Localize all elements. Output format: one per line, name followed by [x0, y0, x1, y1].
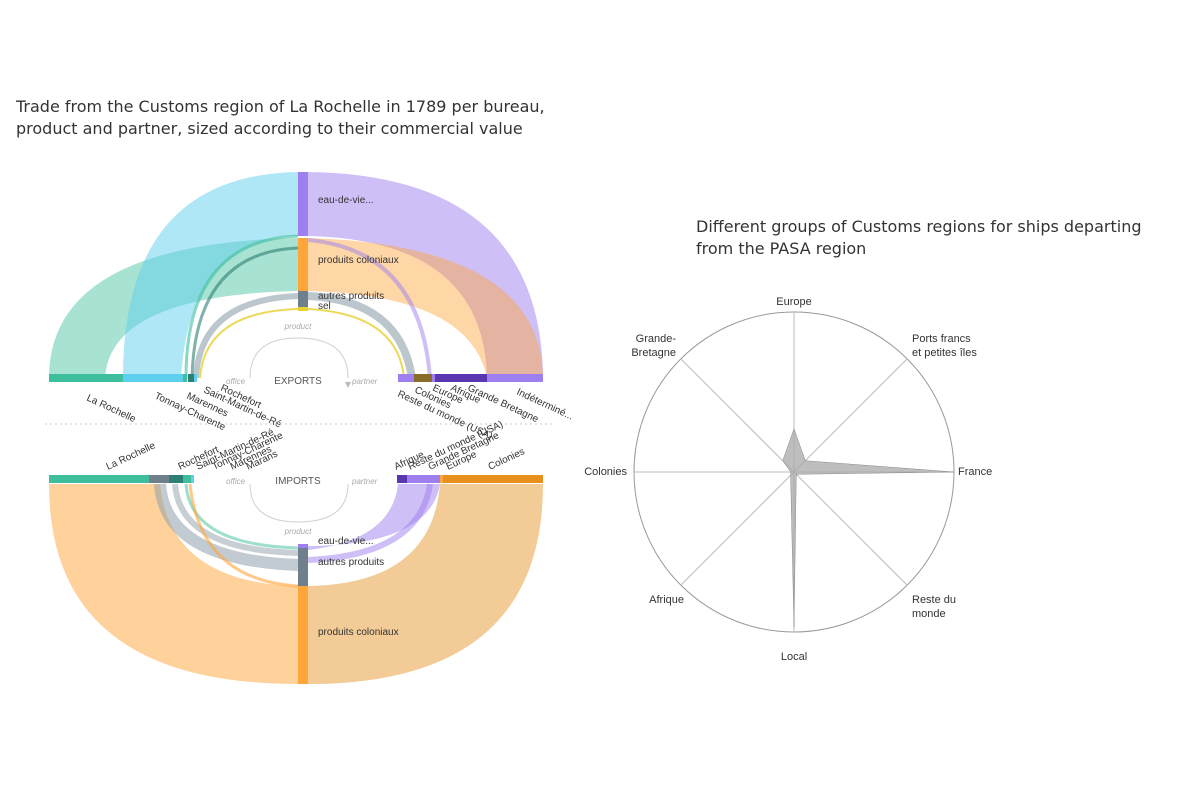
- exports-bar-rochefort: [194, 374, 197, 382]
- flow-chart: eau-de-vie... produits coloniaux autres …: [45, 172, 575, 684]
- exports-arrow-icon: [345, 382, 351, 388]
- exports-product-autres: [298, 291, 308, 307]
- imports-product-eau-de-vie: [298, 544, 308, 548]
- flow-strand-7: [307, 238, 432, 379]
- exports-product-sel: [298, 307, 308, 311]
- flow-coloniaux-partners: [308, 238, 543, 378]
- flow-strand-2: [190, 246, 299, 379]
- flow-chart-title: Trade from the Customs region of La Roch…: [16, 96, 576, 140]
- exports-label-autres: autres produits: [318, 291, 384, 302]
- flow-la-rochelle-coloniaux: [49, 238, 298, 378]
- radar-axis-france: France: [958, 466, 992, 478]
- exports-flows: [49, 172, 543, 382]
- imports-bar-tonnay: [183, 475, 191, 483]
- imports-bar-europe: [440, 475, 443, 483]
- flow-imports-strand-1: [154, 483, 299, 571]
- imports-label-coloniaux: produits coloniaux: [318, 627, 399, 638]
- imports-bar-reste-monde: [401, 475, 407, 483]
- exports-label-sel: sel: [318, 301, 331, 312]
- imports-bar-rochefort: [149, 475, 169, 483]
- radar-spoke-5: [680, 471, 795, 586]
- radar-spoke-1: [793, 358, 908, 473]
- flow-imports-strand-4: [188, 483, 299, 588]
- radar-axis-ports-francs: Ports francs et petites îles: [912, 333, 977, 359]
- exports-bar-saint-martin: [188, 374, 194, 382]
- radar-axis-local: Local: [781, 651, 807, 663]
- flow-imports-strand-2: [172, 483, 299, 556]
- exports-bar-la-rochelle: [49, 374, 123, 382]
- imports-bar-saint-martin: [169, 475, 183, 483]
- imports-label: IMPORTS: [275, 476, 321, 487]
- radar-data-shape: [782, 428, 955, 628]
- imports-flows: [49, 475, 543, 684]
- flow-title-line-2: product and partner, sized according to …: [16, 119, 523, 138]
- flow-strand-1: [184, 234, 299, 379]
- radar-spoke-7: [680, 358, 795, 473]
- imports-product-coloniaux: [298, 586, 308, 684]
- imports-center-loop: [249, 483, 349, 523]
- imports-product-autres: [298, 548, 308, 586]
- radar-axis-reste-monde: Reste du monde: [912, 594, 956, 620]
- imports-bar-grande-bretagne: [407, 475, 440, 483]
- radar-axis-europe: Europe: [776, 296, 811, 308]
- radar-spokes: [634, 312, 954, 632]
- imports-label-eau-de-vie: eau-de-vie...: [318, 536, 374, 547]
- exports-hint-partner: partner: [351, 377, 378, 386]
- flow-imports-strand-3: [184, 483, 299, 550]
- exports-hint-product: product: [284, 322, 312, 331]
- exports-label-eau-de-vie: eau-de-vie...: [318, 195, 374, 206]
- radar-outer-circle: [633, 311, 955, 633]
- imports-hint-product: product: [284, 527, 312, 536]
- radar-chart-title: Different groups of Customs regions for …: [696, 217, 1142, 258]
- flow-imports-autres-partners: [308, 484, 440, 550]
- imports-bar-colonies: [443, 475, 543, 483]
- exports-bar-europe: [432, 374, 435, 382]
- imports-bar-afrique: [397, 475, 401, 483]
- imports-bar-la-rochelle: [49, 475, 149, 483]
- imports-hint-office: office: [226, 477, 246, 486]
- exports-label-coloniaux: produits coloniaux: [318, 255, 399, 266]
- exports-center-loop: [249, 337, 349, 379]
- exports-bar-indetermine: [487, 374, 543, 382]
- flow-tonnay-eau-de-vie: [123, 172, 298, 378]
- exports-bar-colonies: [414, 374, 432, 382]
- flow-imports-strand-5: [307, 483, 433, 563]
- flow-strand-5: [307, 292, 416, 379]
- flow-imports-la-rochelle-coloniaux: [49, 484, 298, 684]
- exports-label: EXPORTS: [274, 376, 322, 387]
- exports-hint-office: office: [226, 377, 246, 386]
- radar-axis-grande-bretagne: Grande-Bretagne: [631, 333, 676, 359]
- imports-hint-partner: partner: [351, 477, 378, 486]
- radar-axis-afrique: Afrique: [649, 594, 684, 606]
- flow-eau-de-vie-partners: [308, 172, 543, 378]
- radar-spoke-3: [793, 471, 908, 586]
- flow-strand-6: [307, 308, 405, 379]
- imports-partner-colonies: Colonies: [487, 446, 527, 472]
- exports-bar-grande-bretagne: [435, 374, 487, 382]
- imports-office-la-rochelle: La Rochelle: [105, 440, 158, 472]
- exports-product-coloniaux: [298, 238, 308, 291]
- flow-title-line-1: Trade from the Customs region of La Roch…: [16, 97, 545, 116]
- exports-bar-reste-monde: [398, 374, 414, 382]
- exports-office-la-rochelle: La Rochelle: [85, 393, 138, 425]
- imports-label-autres: autres produits: [318, 557, 384, 568]
- imports-bar-marennes: [191, 475, 194, 483]
- flow-imports-coloniaux-colonies: [308, 484, 543, 684]
- flow-strand-4: [199, 308, 299, 379]
- flow-strand-3: [193, 293, 299, 379]
- exports-bar-marennes: [183, 374, 187, 382]
- exports-product-eau-de-vie: [298, 172, 308, 236]
- exports-bar-tonnay: [123, 374, 183, 382]
